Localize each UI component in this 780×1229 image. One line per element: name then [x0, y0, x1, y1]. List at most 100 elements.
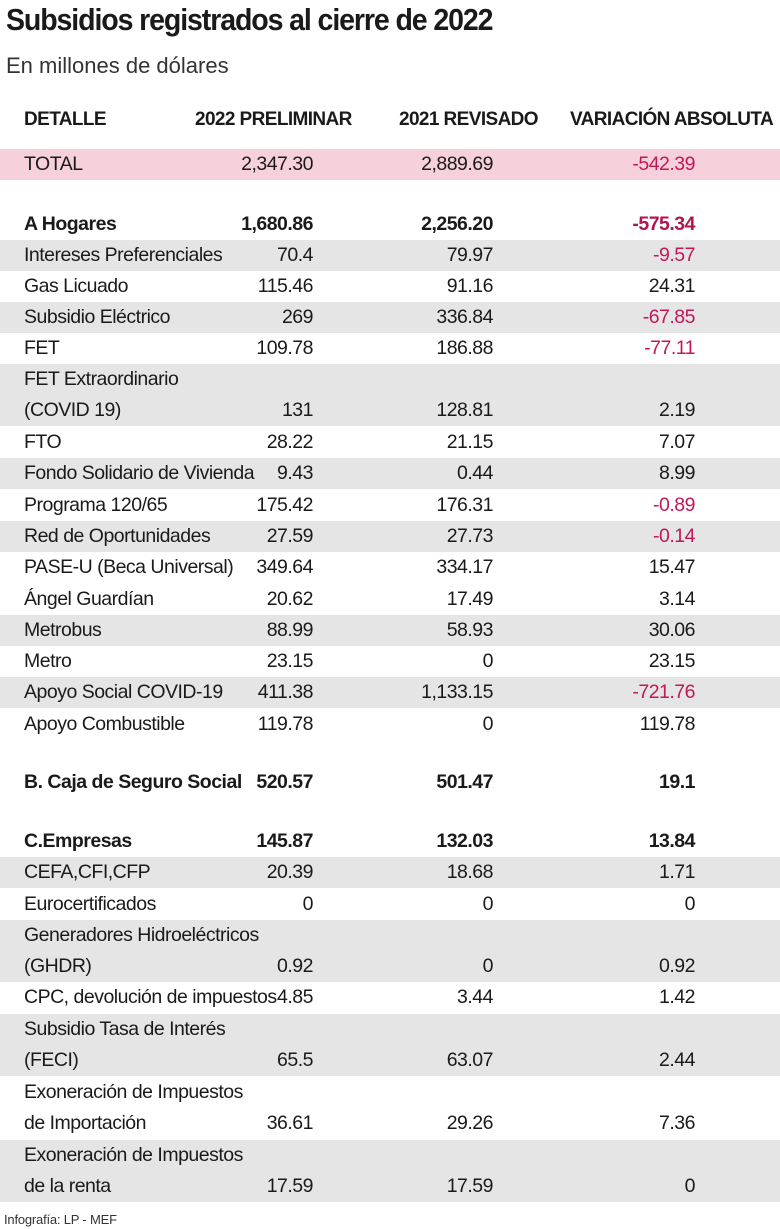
group-label: A Hogares	[24, 213, 117, 235]
value-variation: -77.11	[644, 337, 695, 359]
row-label-line-1: FET Extraordinario	[24, 368, 179, 390]
page-title: Subsidios registrados al cierre de 2022	[6, 2, 493, 37]
value-2021: 0	[482, 650, 494, 672]
value-variation: 0.92	[659, 955, 695, 977]
value-variation: 3.14	[659, 588, 695, 610]
value-2022: 115.46	[257, 275, 314, 297]
row-label: Ángel Guardían	[24, 588, 154, 610]
row-label: PASE-U (Beca Universal)	[24, 556, 234, 578]
table-row: Eurocertificados 0 0 0	[0, 889, 780, 920]
row-label: Red de Oportunidades	[24, 525, 211, 547]
value-2022: 131	[281, 399, 314, 421]
value-2022: 27.59	[266, 525, 314, 547]
table-row: FET 109.78 186.88 -77.11	[0, 333, 780, 364]
table-row: FET Extraordinario (COVID 19) 131 128.81 …	[0, 364, 780, 426]
value-variation: 15.47	[648, 556, 696, 578]
row-label: Gas Licuado	[24, 275, 129, 297]
row-label: Generadores Hidroeléctricos (GHDR)	[24, 920, 259, 982]
value-2021: 336.84	[436, 306, 493, 328]
value-2021: 0	[482, 955, 494, 977]
value-2021: 132.03	[436, 830, 493, 852]
value-2021: 0	[482, 893, 494, 915]
value-2022: 145.87	[256, 830, 313, 852]
table-row: CPC, devolución de impuestos 4.85 3.44 1…	[0, 982, 780, 1013]
value-variation: 0	[684, 893, 696, 915]
source-credit: Infografía: LP - MEF	[4, 1212, 117, 1227]
row-label: Intereses Preferenciales	[24, 244, 223, 266]
row-label-line-1: Subsidio Tasa de Interés	[24, 1018, 226, 1040]
value-2021: 128.81	[436, 399, 493, 421]
value-2022: 17.59	[266, 1175, 314, 1197]
table-row: Apoyo Combustible 119.78 0 119.78	[0, 709, 780, 740]
column-header-detail: DETALLE	[24, 109, 107, 130]
value-2022: 70.4	[277, 244, 313, 266]
group-row-css: B. Caja de Seguro Social 520.57 501.47 1…	[0, 767, 780, 798]
value-2021: 334.17	[436, 556, 493, 578]
value-2022: 65.5	[277, 1049, 313, 1071]
table-row: Generadores Hidroeléctricos (GHDR) 0.92 0…	[0, 920, 780, 982]
table-row: Metrobus 88.99 58.93 30.06	[0, 615, 780, 646]
row-label: Apoyo Combustible	[24, 713, 185, 735]
value-2021: 17.49	[446, 588, 494, 610]
value-variation: -575.34	[632, 213, 695, 235]
value-2022: 349.64	[256, 556, 313, 578]
value-variation: 1.42	[659, 986, 695, 1008]
row-label-line-2: de Importación	[24, 1112, 147, 1134]
table-row: Subsidio Tasa de Interés (FECI) 65.5 63.0…	[0, 1014, 780, 1076]
value-2022: 20.39	[266, 861, 314, 883]
value-variation: -542.39	[632, 153, 695, 175]
column-header-variation: VARIACIÓN ABSOLUTA	[570, 109, 774, 130]
value-variation: 8.99	[659, 462, 695, 484]
table-row: Metro 23.15 0 23.15	[0, 646, 780, 677]
table-row: Fondo Solidario de Vivienda 9.43 0.44 8.…	[0, 458, 780, 489]
row-label-line-2: (FECI)	[24, 1049, 79, 1071]
value-2022: 269	[281, 306, 314, 328]
value-2021: 18.68	[446, 861, 494, 883]
value-2021: 29.26	[446, 1112, 494, 1134]
row-label: CPC, devolución de impuestos	[24, 986, 277, 1008]
table-row: FTO 28.22 21.15 7.07	[0, 427, 780, 458]
row-label-line-1: Generadores Hidroeléctricos	[24, 924, 259, 946]
value-2021: 0	[482, 713, 494, 735]
value-2021: 2,889.69	[421, 153, 493, 175]
value-variation: 24.31	[648, 275, 696, 297]
value-variation: 119.78	[639, 713, 696, 735]
value-2022: 175.42	[256, 494, 313, 516]
row-label: Eurocertificados	[24, 893, 156, 915]
value-variation: 30.06	[648, 619, 696, 641]
row-label: Fondo Solidario de Vivienda	[24, 462, 255, 484]
group-row-hogares: A Hogares 1,680.86 2,256.20 -575.34	[0, 209, 780, 240]
group-row-empresas: C.Empresas 145.87 132.03 13.84	[0, 826, 780, 857]
value-2021: 79.97	[446, 244, 494, 266]
row-label: Subsidio Tasa de Interés (FECI)	[24, 1014, 226, 1076]
value-2021: 58.93	[446, 619, 494, 641]
row-label: TOTAL	[24, 153, 83, 175]
value-2021: 186.88	[436, 337, 493, 359]
value-2022: 520.57	[256, 771, 313, 793]
value-variation: 7.36	[659, 1112, 695, 1134]
total-row: TOTAL 2,347.30 2,889.69 -542.39	[0, 149, 780, 180]
value-2022: 9.43	[277, 462, 313, 484]
value-variation: 1.71	[659, 861, 695, 883]
row-label-line-1: Exoneración de Impuestos	[24, 1081, 243, 1103]
value-2022: 4.85	[277, 986, 313, 1008]
value-variation: 0	[684, 1175, 696, 1197]
row-label: CEFA,CFI,CFP	[24, 861, 151, 883]
table-row: Ángel Guardían 20.62 17.49 3.14	[0, 584, 780, 615]
value-variation: 19.1	[659, 771, 695, 793]
value-2022: 109.78	[256, 337, 313, 359]
row-label: Subsidio Eléctrico	[24, 306, 171, 328]
value-variation: 2.19	[659, 399, 695, 421]
value-2022: 2,347.30	[241, 153, 313, 175]
row-label-line-2: (GHDR)	[24, 955, 92, 977]
row-label-line-2: de la renta	[24, 1175, 111, 1197]
row-label: FET Extraordinario (COVID 19)	[24, 364, 179, 426]
value-2021: 176.31	[436, 494, 493, 516]
value-2022: 1,680.86	[241, 213, 313, 235]
table-row: Apoyo Social COVID-19 411.38 1,133.15 -7…	[0, 677, 780, 708]
table-row: Exoneración de Impuestos de la renta 17.5…	[0, 1140, 780, 1202]
row-label: Metrobus	[24, 619, 102, 641]
table-row: PASE-U (Beca Universal) 349.64 334.17 15…	[0, 552, 780, 583]
value-2021: 17.59	[446, 1175, 494, 1197]
value-2022: 36.61	[266, 1112, 314, 1134]
